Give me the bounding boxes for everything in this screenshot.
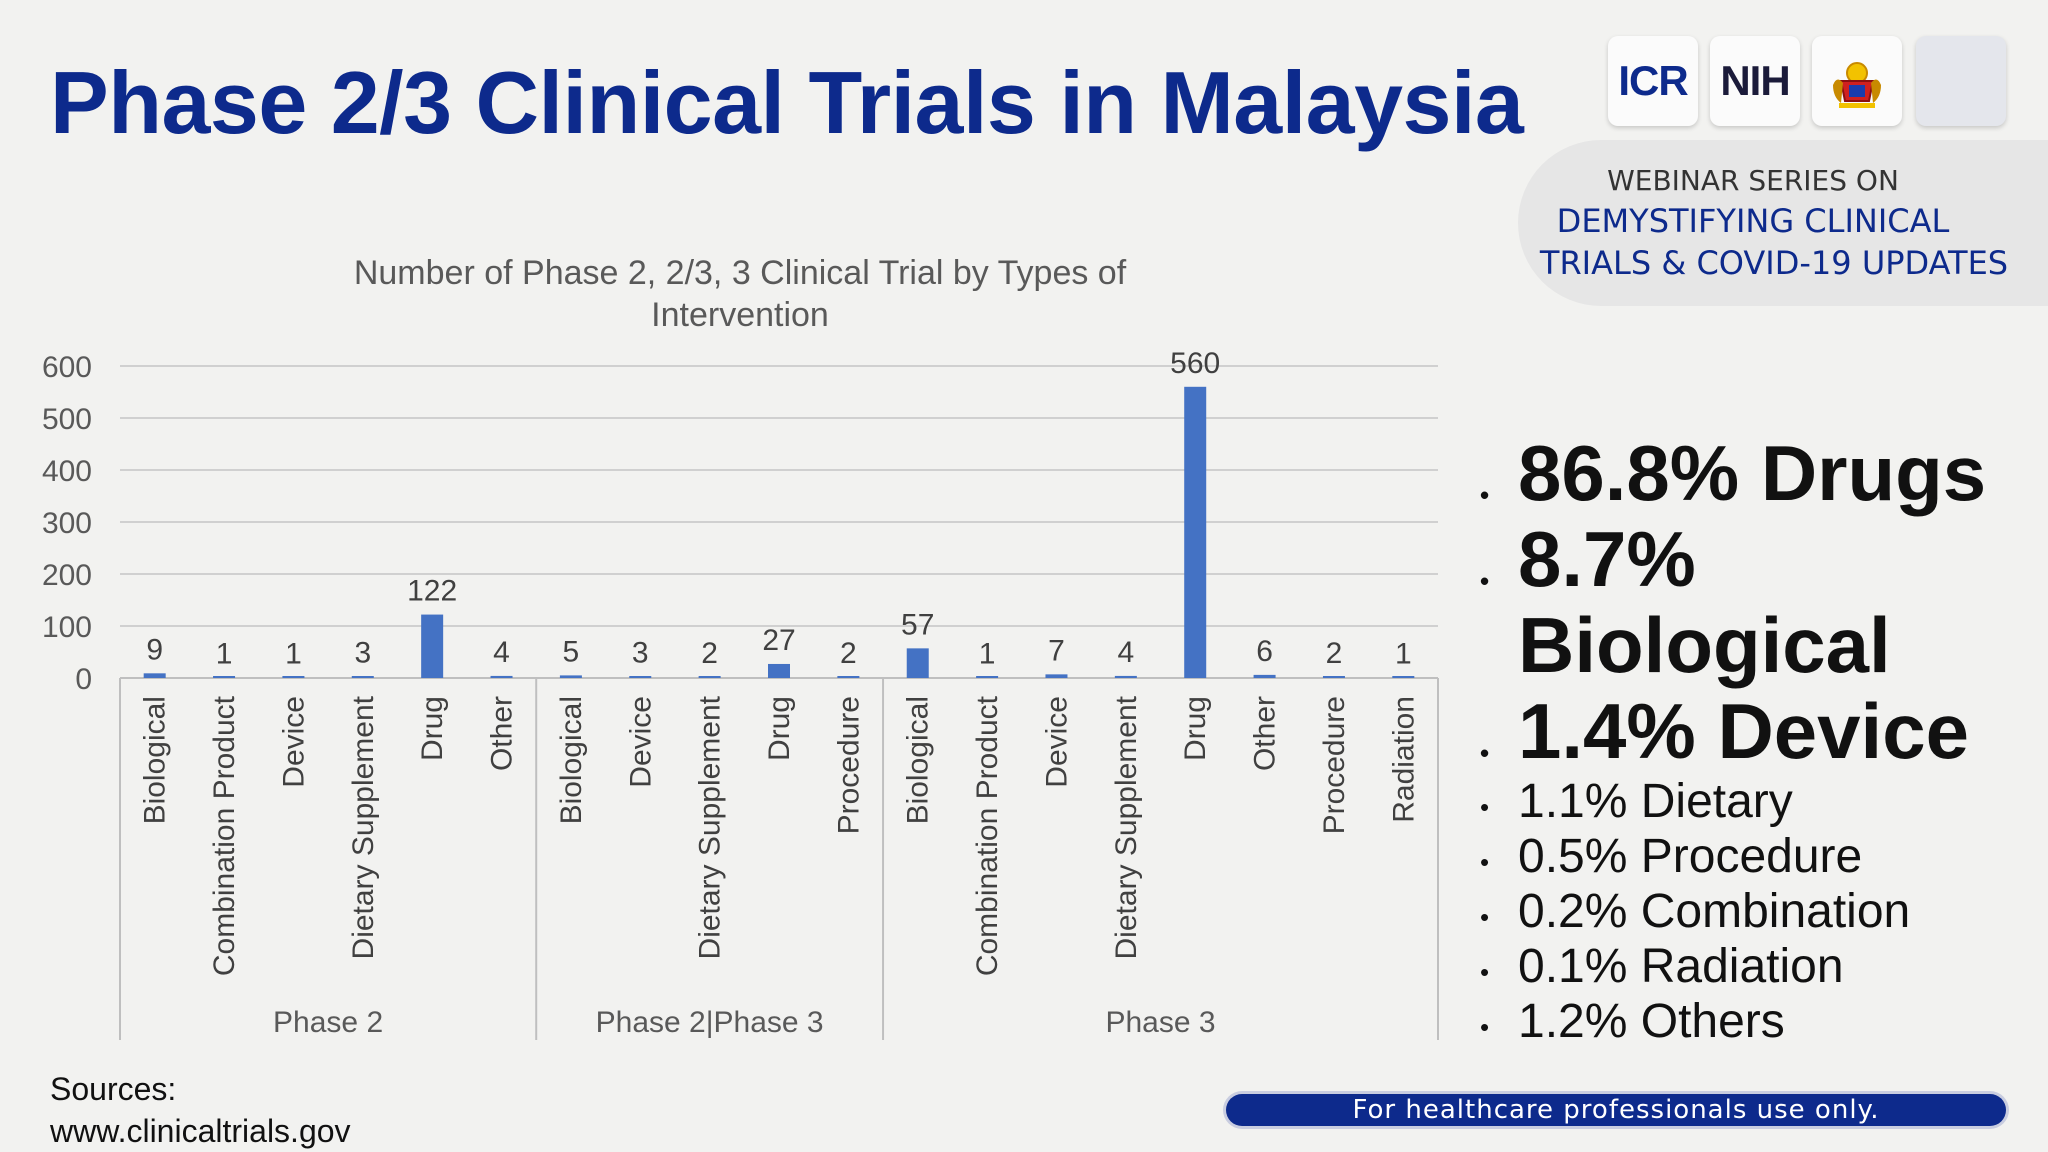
data-label: 1 — [285, 637, 302, 670]
data-label: 57 — [901, 608, 934, 641]
bar-chart: Number of Phase 2, 2/3, 3 Clinical Trial… — [42, 254, 1439, 1040]
bullet-item: 86.8% Drugs — [1480, 430, 2040, 538]
y-tick-label: 200 — [42, 559, 92, 592]
webinar-banner: WEBINAR SERIES ON DEMYSTIFYING CLINICAL … — [1518, 140, 2048, 306]
x-tick-label: Dietary Supplement — [1110, 695, 1143, 959]
x-tick-label: Drug — [763, 696, 796, 761]
y-tick-label: 600 — [42, 351, 92, 384]
bar — [559, 675, 582, 678]
nih-logo: NIH — [1710, 36, 1800, 126]
moh-crest-logo — [1812, 36, 1902, 126]
data-label: 9 — [146, 633, 163, 666]
y-tick-label: 300 — [42, 507, 92, 540]
x-tick-label: Device — [624, 696, 657, 788]
blank-logo — [1916, 36, 2006, 126]
x-tick-label: Dietary Supplement — [347, 695, 380, 959]
data-label: 122 — [407, 575, 457, 608]
sources-label: Sources: — [50, 1071, 177, 1107]
chart-title: Intervention — [651, 296, 829, 334]
bar — [1322, 676, 1345, 678]
y-tick-label: 500 — [42, 403, 92, 436]
bullet-item: 1.1% Dietary — [1480, 774, 2040, 835]
x-tick-label: Procedure — [1318, 696, 1351, 834]
bar — [768, 663, 790, 678]
bar — [213, 676, 236, 678]
bullet-item: 1.4% Device — [1480, 688, 2040, 796]
bar — [421, 614, 444, 678]
bar — [282, 676, 305, 678]
data-label: 1 — [216, 637, 233, 670]
data-label: 3 — [632, 636, 649, 669]
x-tick-label: Biological — [902, 696, 935, 824]
data-label: 27 — [762, 624, 795, 657]
x-tick-label: Combination Product — [208, 695, 241, 976]
x-tick-label: Other — [486, 696, 519, 771]
data-label: 1 — [1395, 637, 1412, 670]
group-label: Phase 3 — [1105, 1006, 1215, 1039]
bar — [1184, 386, 1207, 678]
x-tick-label: Biological — [139, 696, 172, 824]
bar — [1045, 674, 1068, 678]
bullet-item: 0.1% Radiation — [1480, 939, 2040, 1000]
x-tick-label: Device — [1040, 696, 1073, 788]
x-tick-label: Biological — [555, 696, 588, 824]
group-label: Phase 2 — [273, 1006, 383, 1039]
chart-title: Number of Phase 2, 2/3, 3 Clinical Trial… — [354, 254, 1127, 292]
data-label: 6 — [1256, 635, 1273, 668]
data-label: 560 — [1170, 347, 1220, 380]
data-label: 3 — [354, 636, 371, 669]
x-tick-label: Combination Product — [971, 695, 1004, 976]
group-label: Phase 2|Phase 3 — [596, 1006, 824, 1039]
bar — [837, 676, 860, 678]
bar — [629, 676, 652, 678]
bar — [976, 676, 999, 678]
bar — [1253, 674, 1276, 678]
bar — [490, 675, 513, 678]
bar — [143, 673, 166, 678]
bar — [1392, 676, 1415, 678]
bar — [351, 676, 374, 678]
nih-logo-text: NIH — [1720, 57, 1790, 104]
x-tick-label: Procedure — [832, 696, 865, 834]
data-label: 2 — [701, 637, 718, 670]
data-label: 4 — [1117, 636, 1134, 669]
crest-icon — [1833, 62, 1881, 108]
bullet-item: 8.7% Biological — [1480, 516, 2040, 688]
y-tick-label: 400 — [42, 455, 92, 488]
webinar-line-3: TRIALS & COVID-19 UPDATES — [1539, 244, 2009, 282]
bullet-item: 0.2% Combination — [1480, 884, 2040, 945]
bar — [906, 648, 929, 678]
icr-logo: ICR — [1608, 36, 1698, 126]
x-tick-label: Dietary Supplement — [694, 695, 727, 959]
bullet-item: 1.2% Others — [1480, 994, 2040, 1055]
x-tick-label: Drug — [416, 696, 449, 761]
page-title: Phase 2/3 Clinical Trials in Malaysia — [50, 53, 1524, 152]
icr-logo-text: ICR — [1618, 57, 1688, 104]
y-tick-label: 100 — [42, 611, 92, 644]
bar — [698, 676, 721, 678]
webinar-line-1: WEBINAR SERIES ON — [1607, 164, 1899, 197]
data-label: 7 — [1048, 634, 1065, 667]
data-label: 5 — [563, 635, 580, 668]
x-tick-label: Radiation — [1387, 696, 1420, 823]
data-label: 2 — [840, 637, 857, 670]
data-label: 4 — [493, 636, 510, 669]
bar — [1114, 675, 1137, 678]
sources: Sources: www.clinicaltrials.gov — [50, 1068, 351, 1152]
data-label: 1 — [979, 637, 996, 670]
x-tick-label: Drug — [1179, 696, 1212, 761]
bullet-item: 0.5% Procedure — [1480, 829, 2040, 890]
data-label: 2 — [1326, 637, 1343, 670]
y-tick-label: 0 — [75, 663, 92, 696]
webinar-line-2: DEMYSTIFYING CLINICAL — [1556, 202, 1950, 240]
x-tick-label: Device — [277, 696, 310, 788]
sources-url: www.clinicaltrials.gov — [50, 1113, 351, 1149]
footer-banner: For healthcare professionals use only. — [1226, 1094, 2006, 1126]
x-tick-label: Other — [1249, 696, 1282, 771]
